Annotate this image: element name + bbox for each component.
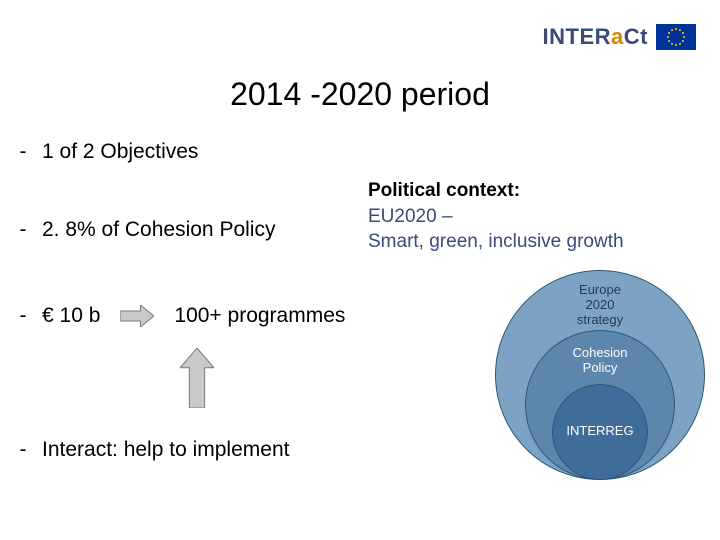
bullet-dash: - (18, 304, 28, 328)
bullet-1-text: 1 of 2 Objectives (42, 140, 198, 164)
bullet-2: - 2. 8% of Cohesion Policy (18, 218, 378, 242)
context-line-1: EU2020 – (368, 204, 624, 230)
bullet-3-left: € 10 b (42, 304, 100, 328)
header-logo-block: INTERaCt (543, 24, 696, 50)
bullet-4-text: Interact: help to implement (42, 438, 289, 462)
bullet-3-right: 100+ programmes (174, 304, 345, 328)
bullet-dash: - (18, 140, 28, 164)
bullet-dash: - (18, 438, 28, 462)
eu-flag-icon (656, 24, 696, 50)
bullet-list: - 1 of 2 Objectives - 2. 8% of Cohesion … (18, 140, 378, 462)
bullet-1: - 1 of 2 Objectives (18, 140, 378, 164)
political-context: Political context: EU2020 – Smart, green… (368, 178, 624, 255)
circle-inner: INTERREG (552, 384, 648, 480)
interact-logo: INTERaCt (543, 24, 648, 50)
context-line-2: Smart, green, inclusive growth (368, 229, 624, 255)
arrow-right-icon (120, 305, 154, 327)
bullet-3: - € 10 b 100+ programmes (18, 304, 378, 328)
bullet-2-text: 2. 8% of Cohesion Policy (42, 218, 275, 242)
bullet-4: - Interact: help to implement (18, 438, 378, 462)
bullet-dash: - (18, 218, 28, 242)
slide-title: 2014 -2020 period (0, 76, 720, 113)
context-header: Political context: (368, 178, 624, 204)
arrow-up-icon (180, 348, 214, 408)
concentric-diagram: Europe2020strategy CohesionPolicy INTERR… (470, 270, 720, 530)
